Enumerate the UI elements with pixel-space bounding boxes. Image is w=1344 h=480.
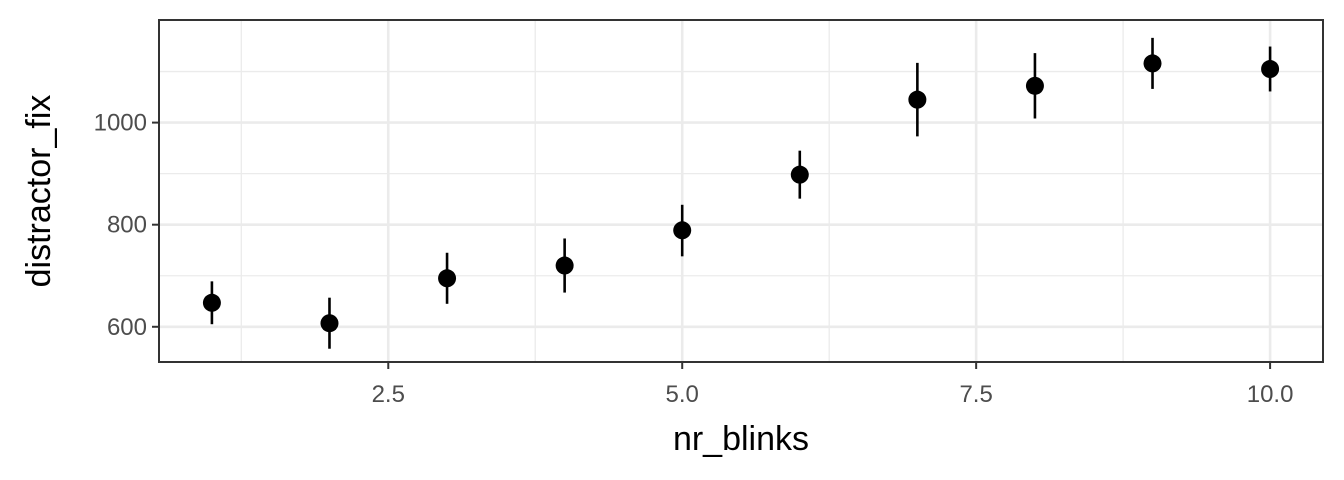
x-axis-title: nr_blinks: [673, 420, 809, 458]
data-point: [1025, 76, 1044, 95]
y-axis-ticks: 600 800 1000: [94, 110, 159, 341]
data-point: [673, 221, 692, 240]
data-point: [1143, 54, 1162, 73]
data-point: [438, 269, 457, 288]
minor-gridlines: [159, 20, 1323, 362]
major-gridlines: [159, 20, 1323, 362]
data-point: [320, 314, 339, 333]
data-points: [202, 54, 1280, 333]
x-tick-label: 7.5: [959, 381, 992, 408]
plot-background: [159, 20, 1323, 362]
plot-panel-border: [158, 19, 1324, 363]
data-point: [555, 256, 574, 275]
y-axis-title: distractor_fix: [20, 95, 58, 288]
y-tick-label: 600: [107, 314, 147, 341]
data-point: [202, 293, 221, 312]
data-point: [1261, 60, 1280, 79]
x-tick-label: 5.0: [666, 381, 699, 408]
x-axis-ticks: 2.5 5.0 7.5 10.0: [372, 362, 1294, 408]
x-tick-label: 2.5: [372, 381, 405, 408]
x-tick-label: 10.0: [1247, 381, 1294, 408]
y-tick-label: 1000: [94, 110, 147, 137]
data-point: [908, 90, 927, 109]
data-point: [790, 165, 809, 184]
y-tick-label: 800: [107, 212, 147, 239]
